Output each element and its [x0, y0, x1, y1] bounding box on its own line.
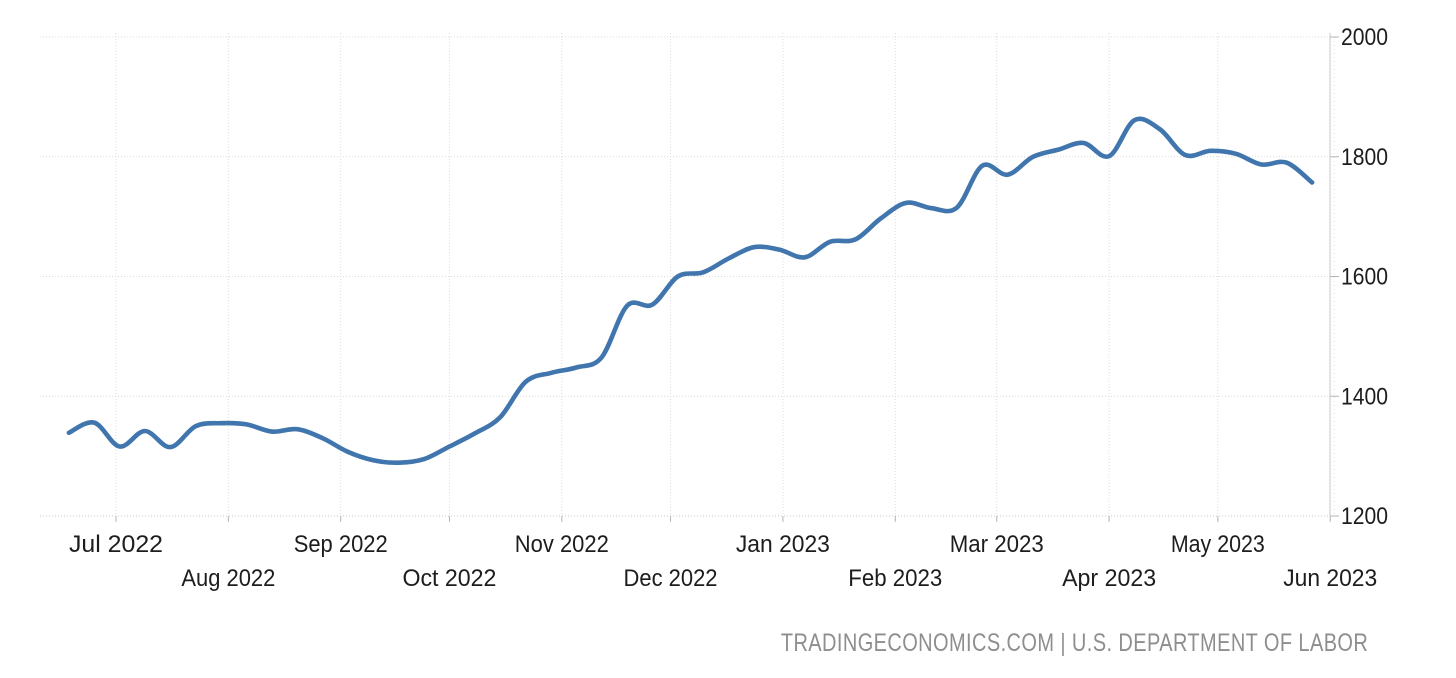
y-axis-tick-label: 1200 — [1341, 503, 1388, 530]
x-axis-tick-label: Sep 2022 — [294, 531, 388, 558]
x-axis-tick-label: Jun 2023 — [1283, 565, 1377, 592]
x-axis-tick-label: Jul 2022 — [69, 531, 163, 558]
x-axis-tick-label: Aug 2022 — [181, 565, 275, 592]
x-axis-tick-label: Jan 2023 — [736, 531, 830, 558]
x-axis-tick-label: Mar 2023 — [950, 531, 1044, 558]
y-axis-tick-label: 1400 — [1341, 383, 1388, 410]
y-axis-tick-label: 1800 — [1341, 144, 1388, 171]
x-axis-tick-label: Apr 2023 — [1062, 565, 1156, 592]
x-axis-tick-label: May 2023 — [1171, 531, 1265, 558]
y-axis-tick-label: 2000 — [1341, 24, 1388, 51]
series-line — [66, 116, 1315, 466]
x-axis-tick-label: Feb 2023 — [848, 565, 942, 592]
chart-attribution: TRADINGECONOMICS.COM | U.S. DEPARTMENT O… — [780, 629, 1368, 657]
x-axis-tick-label: Nov 2022 — [515, 531, 609, 558]
y-axis-tick-label: 1600 — [1341, 264, 1388, 291]
x-axis-tick-label: Oct 2022 — [402, 565, 496, 592]
x-axis-tick-label: Dec 2022 — [624, 565, 718, 592]
